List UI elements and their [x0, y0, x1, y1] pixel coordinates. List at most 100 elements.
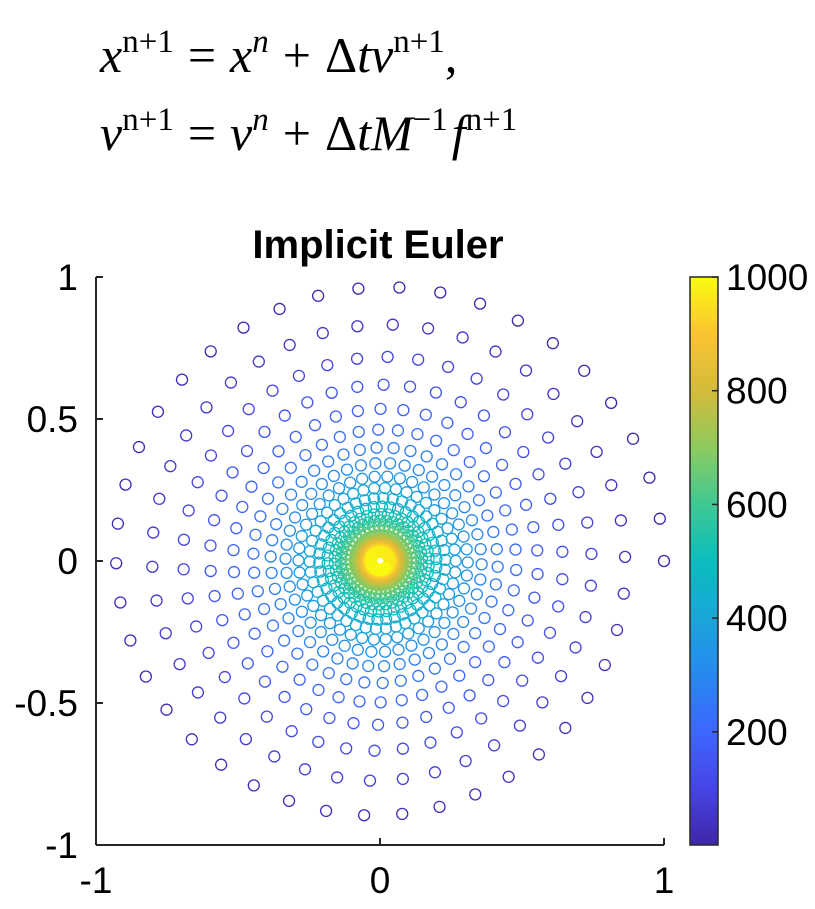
- scatter-point: [461, 427, 474, 441]
- scatter-point: [521, 614, 534, 627]
- scatter-point: [470, 588, 483, 601]
- scatter-point: [653, 512, 666, 525]
- scatter-point: [448, 543, 461, 556]
- scatter-point: [547, 387, 560, 401]
- scatter-point: [482, 640, 495, 653]
- scatter-point: [437, 573, 450, 586]
- scatter-point: [491, 560, 504, 573]
- scatter-point: [456, 331, 469, 344]
- scatter-point: [268, 582, 282, 596]
- scatter-point: [578, 364, 591, 377]
- scatter-point: [541, 431, 555, 444]
- scatter-point: [238, 692, 251, 705]
- scatter-point: [472, 494, 486, 507]
- scatter-point: [160, 703, 173, 716]
- chart-title: Implicit Euler: [252, 223, 503, 267]
- scatter-point: [326, 633, 339, 646]
- scatter-point: [354, 512, 367, 525]
- scatter-point: [474, 573, 487, 586]
- scatter-point: [463, 689, 476, 702]
- scatter-point: [497, 388, 510, 401]
- scatter-point: [428, 625, 441, 639]
- scatter-point: [349, 618, 362, 632]
- scatter-point: [245, 480, 258, 493]
- scatter-point: [204, 564, 217, 578]
- scatter-point: [487, 525, 500, 539]
- scatter-point: [139, 670, 153, 683]
- scatter-point: [505, 523, 518, 536]
- scatter-point: [441, 416, 454, 429]
- scatter-point: [214, 758, 228, 771]
- scatter-points: [110, 281, 671, 822]
- scatter-point: [380, 604, 393, 618]
- scatter-point: [438, 616, 451, 630]
- scatter-point: [351, 404, 365, 418]
- scatter-point: [475, 558, 488, 571]
- scatter-point: [320, 506, 334, 519]
- scatter-point: [590, 445, 603, 458]
- scatter-point: [461, 556, 474, 569]
- scatter-point: [498, 656, 511, 669]
- scatter-point: [146, 560, 159, 573]
- colorbar-gradient: [689, 276, 719, 846]
- scatter-point: [430, 607, 443, 620]
- scatter-point: [511, 314, 525, 327]
- scatter-point: [422, 615, 435, 628]
- scatter-point: [283, 524, 296, 537]
- scatter-point: [351, 643, 364, 656]
- scatter-point: [356, 631, 369, 645]
- scatter-point: [264, 550, 277, 563]
- scatter-point: [415, 688, 429, 702]
- scatter-point: [495, 458, 509, 471]
- scatter-point: [598, 658, 611, 672]
- scatter-point: [471, 528, 484, 541]
- scatter-point: [556, 545, 569, 558]
- scatter-point: [239, 732, 253, 746]
- scatter-point: [308, 419, 322, 432]
- scatter-point: [459, 754, 472, 768]
- scatter-point: [292, 624, 305, 638]
- scatter-point: [571, 415, 584, 428]
- scatter-point: [283, 338, 296, 352]
- scatter-point: [396, 608, 410, 621]
- scatter-point: [362, 612, 375, 625]
- scatter-point: [378, 481, 392, 495]
- scatter-point: [357, 809, 371, 822]
- scatter-point: [344, 628, 357, 641]
- scatter-point: [428, 662, 442, 675]
- scatter-point: [368, 744, 381, 757]
- scatter-point: [420, 710, 433, 724]
- scatter-point: [449, 489, 462, 502]
- scatter-point: [218, 670, 231, 684]
- scatter-point: [300, 703, 313, 716]
- scatter-point: [450, 726, 463, 739]
- scatter-point: [189, 620, 203, 633]
- scatter-point: [291, 647, 304, 660]
- scatter-point: [478, 611, 491, 625]
- scatter-point: [284, 461, 297, 474]
- scatter-point: [434, 286, 447, 299]
- scatter-point: [532, 748, 546, 761]
- scatter-point: [358, 676, 371, 689]
- scatter-point: [374, 696, 387, 709]
- scatter-point: [531, 544, 544, 557]
- scatter-point: [490, 543, 503, 556]
- scatter-point: [309, 524, 322, 537]
- scatter-point: [408, 653, 421, 666]
- scatter-point: [338, 639, 351, 652]
- colorbar-tick-label: 1000: [726, 257, 808, 298]
- tick-marks: [95, 276, 665, 846]
- x-tick-label: 0: [370, 860, 391, 901]
- scatter-point: [362, 659, 375, 673]
- scatter-point: [412, 669, 425, 683]
- scatter-point: [261, 645, 274, 658]
- scatter-point: [292, 369, 306, 383]
- scatter-point: [331, 570, 345, 583]
- scatter-point: [474, 542, 487, 556]
- scatter-point: [321, 358, 334, 372]
- scatter-point: [325, 386, 338, 399]
- scatter-point: [377, 378, 390, 391]
- scatter-point: [446, 507, 459, 520]
- scatter-point: [465, 514, 479, 527]
